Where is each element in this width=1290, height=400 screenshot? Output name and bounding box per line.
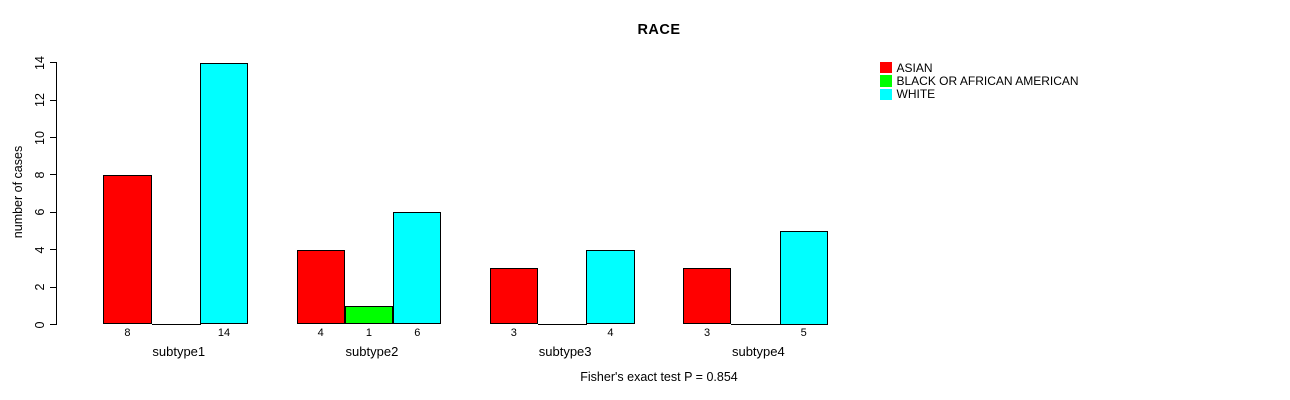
- annotation-fisher-test: Fisher's exact test P = 0.854: [580, 370, 738, 384]
- bar-value-label: 4: [607, 326, 614, 339]
- bar-value-label: 4: [317, 326, 324, 339]
- bar: [199, 62, 249, 325]
- y-tick: [49, 286, 57, 288]
- bar-value-label: 14: [217, 326, 231, 339]
- zero-bar-baseline: [151, 323, 201, 325]
- bar: [489, 268, 538, 325]
- y-tick: [49, 62, 57, 64]
- bar: [296, 249, 345, 325]
- y-tick-label: 4: [33, 246, 47, 254]
- legend-item-black-or-african-american: BLACK OR AFRICAN AMERICAN: [880, 74, 1079, 89]
- bar-value-label: 6: [414, 326, 421, 339]
- legend-item-asian: ASIAN: [880, 60, 1079, 75]
- x-category-label: subtype3: [538, 343, 592, 359]
- y-tick-label: 8: [33, 171, 47, 179]
- legend-item-white: WHITE: [880, 87, 1079, 102]
- y-axis-line: [56, 62, 58, 326]
- legend: ASIAN BLACK OR AFRICAN AMERICAN WHITE: [880, 61, 1079, 101]
- legend-label: BLACK OR AFRICAN AMERICAN: [896, 74, 1079, 89]
- y-tick: [49, 99, 57, 101]
- chart-title: RACE: [637, 22, 681, 38]
- zero-bar-baseline: [538, 323, 588, 325]
- bar-value-label: 1: [365, 326, 372, 339]
- legend-swatch: [880, 88, 892, 101]
- bar: [682, 268, 732, 325]
- y-tick-label: 12: [33, 93, 47, 108]
- y-tick-label: 10: [33, 130, 47, 145]
- bar: [393, 212, 442, 325]
- bar: [586, 249, 635, 325]
- x-category-label: subtype4: [731, 343, 785, 359]
- bar: [103, 174, 152, 325]
- y-tick: [49, 174, 57, 176]
- bar-value-label: 5: [800, 326, 807, 339]
- y-tick-label: 2: [33, 283, 47, 291]
- bar: [344, 305, 394, 325]
- legend-label: ASIAN: [896, 60, 933, 75]
- legend-swatch: [880, 61, 892, 74]
- y-tick: [49, 137, 57, 138]
- legend-swatch: [880, 75, 892, 87]
- legend-label: WHITE: [896, 87, 936, 102]
- bar: [779, 231, 828, 325]
- bar-value-label: 3: [703, 326, 711, 339]
- y-tick: [49, 249, 57, 251]
- zero-bar-baseline: [731, 323, 781, 325]
- y-tick: [49, 211, 57, 213]
- bar-value-label: 3: [510, 326, 517, 339]
- y-tick: [49, 324, 57, 325]
- y-tick-label: 6: [33, 208, 47, 216]
- x-category-label: subtype1: [152, 343, 206, 359]
- x-category-label: subtype2: [345, 343, 399, 359]
- bar-value-label: 8: [124, 326, 131, 339]
- y-tick-label: 14: [33, 55, 47, 70]
- y-tick-label: 0: [33, 321, 47, 328]
